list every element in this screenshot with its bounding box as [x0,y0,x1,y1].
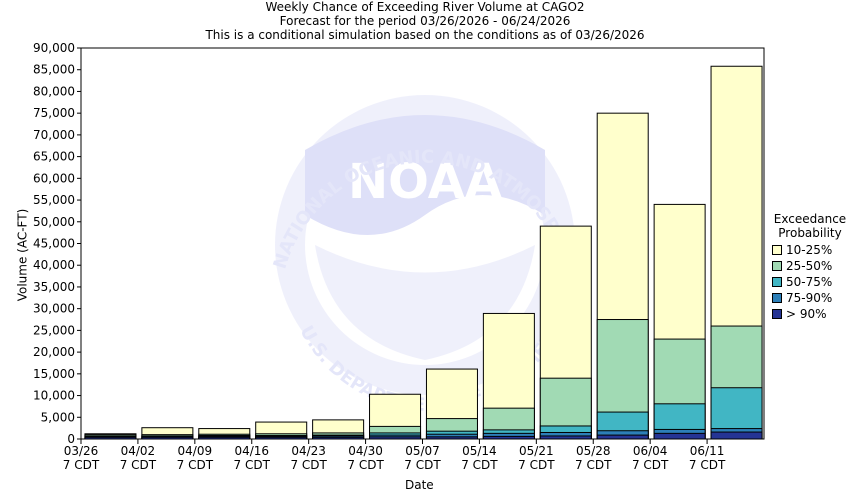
chart-title-block: Weekly Chance of Exceeding River Volume … [0,0,850,42]
x-tick-label: 05/21 [519,444,554,458]
legend-item: > 90% [772,306,850,322]
y-tick-label: 20,000 [33,345,75,359]
y-tick-label: 5,000 [41,410,75,424]
y-tick-label: 70,000 [33,128,75,142]
x-tick-sublabel: 7 CDT [63,458,100,472]
y-tick-label: 30,000 [33,302,75,316]
legend-label: > 90% [786,307,827,321]
legend-label: 50-75% [786,275,833,289]
x-tick-label: 06/04 [633,444,668,458]
legend-title-line2: Probability [778,226,842,240]
y-tick-label: 0 [67,432,75,446]
legend-item: 10-25% [772,242,850,258]
x-tick-sublabel: 7 CDT [518,458,555,472]
y-tick-label: 75,000 [33,106,75,120]
y-tick-label: 25,000 [33,323,75,337]
legend-item: 25-50% [772,258,850,274]
y-axis-label: Volume (AC-FT) [15,208,30,302]
watermark-logo-text: NOAA [348,154,502,210]
legend-swatch [772,277,782,287]
legend-swatch [772,245,782,255]
y-tick-label: 10,000 [33,389,75,403]
legend-item: 50-75% [772,274,850,290]
y-tick-label: 80,000 [33,84,75,98]
legend-label: 10-25% [786,243,833,257]
legend-label: 75-90% [786,291,833,305]
x-tick-label: 04/09 [178,444,213,458]
legend-label: 25-50% [786,259,833,273]
x-tick-sublabel: 7 CDT [461,458,498,472]
y-tick-label: 90,000 [33,41,75,55]
x-tick-label: 04/16 [234,444,269,458]
y-tick-label: 85,000 [33,63,75,77]
chart-subtitle-note: This is a conditional simulation based o… [205,28,645,42]
x-tick-sublabel: 7 CDT [632,458,669,472]
legend: Exceedance Probability 10-25% 25-50% 50-75… [768,212,850,322]
legend-swatch [772,309,782,319]
y-tick-label: 65,000 [33,150,75,164]
bar--90--11 [710,431,763,440]
x-tick-label: 05/28 [576,444,611,458]
y-tick-label: 45,000 [33,237,75,251]
x-tick-sublabel: 7 CDT [290,458,327,472]
x-tick-sublabel: 7 CDT [177,458,214,472]
y-tick-label: 55,000 [33,193,75,207]
bar--90--10 [653,432,706,440]
legend-item: 75-90% [772,290,850,306]
x-tick-label: 03/26 [64,444,99,458]
legend-swatch [772,261,782,271]
legend-title-line1: Exceedance [773,212,847,226]
x-tick-label: 06/11 [690,444,725,458]
chart-subtitle-period: Forecast for the period 03/26/2026 - 06/… [279,14,571,28]
y-tick-label: 60,000 [33,171,75,185]
legend-swatch [772,293,782,303]
x-tick-sublabel: 7 CDT [575,458,612,472]
bar--90--9 [596,434,649,440]
bar-series-group [84,65,763,440]
y-tick-label: 15,000 [33,367,75,381]
x-tick-sublabel: 7 CDT [120,458,157,472]
chart-title: Weekly Chance of Exceeding River Volume … [265,0,585,14]
x-tick-sublabel: 7 CDT [234,458,271,472]
x-tick-label: 04/23 [291,444,326,458]
y-tick-label: 35,000 [33,280,75,294]
y-tick-label: 40,000 [33,258,75,272]
x-tick-label: 05/07 [405,444,440,458]
x-tick-sublabel: 7 CDT [347,458,384,472]
x-tick-label: 05/14 [462,444,497,458]
y-tick-label: 50,000 [33,215,75,229]
axes-group: 0 5,000 10,000 15,000 20,000 25,000 30,000 35,0… [33,41,765,472]
x-tick-sublabel: 7 CDT [404,458,441,472]
x-tick-label: 04/30 [348,444,383,458]
x-tick-sublabel: 7 CDT [689,458,726,472]
x-tick-label: 04/02 [121,444,156,458]
x-axis-label: Date [405,478,434,492]
